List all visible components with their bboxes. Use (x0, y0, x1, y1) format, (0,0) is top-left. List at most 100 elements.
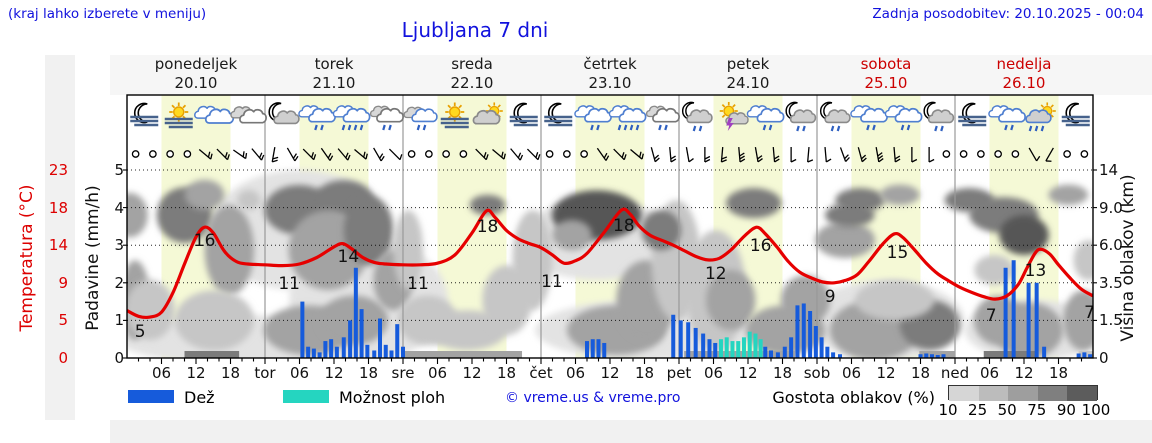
clouds-rain-icon (884, 105, 923, 131)
shower-bar (741, 337, 746, 358)
scale-label-10: 10 (938, 401, 958, 419)
day-header-četrtek: četrtek 23.10 (583, 55, 637, 92)
precip-tick-2: 2 (114, 273, 124, 292)
cloud-tick-6.0: 6.0 (1099, 236, 1123, 255)
rain-bar (341, 337, 346, 358)
day-abbrev-label: tor (254, 364, 276, 382)
last-update: Zadnja posodobitev: 20.10.2025 - 00:04 (872, 6, 1144, 22)
rain-bar (389, 350, 394, 358)
rain-bar (789, 337, 794, 358)
scale-seg-3 (1037, 386, 1068, 401)
rain-bar (935, 354, 940, 358)
cloud-blob (512, 210, 553, 311)
hour-label: 18 (773, 364, 792, 382)
rain-bar (372, 350, 377, 358)
rain-bar (378, 318, 382, 358)
wind-barb-icon (302, 148, 317, 161)
calm-wind-icon (580, 150, 588, 158)
cloud-blob (854, 280, 935, 321)
rain-bar (317, 352, 322, 358)
rain-bar (590, 339, 595, 358)
copyright-link[interactable]: © vreme.us & vreme.pro (505, 390, 681, 406)
wind-barb-icon (251, 148, 265, 161)
cloud-blob (1048, 184, 1089, 205)
day-header-band (110, 55, 1152, 95)
precip-tick-3: 3 (114, 236, 124, 255)
wind-barb-icon (510, 148, 524, 161)
rain-bar (1026, 282, 1031, 358)
cloud-blob (393, 210, 424, 290)
temp-tick-9: 9 (58, 273, 68, 292)
calm-wind-icon (994, 150, 1002, 158)
rain-bar (401, 346, 405, 358)
cloud-blob (237, 189, 261, 211)
scale-label-90: 90 (1056, 401, 1076, 419)
rain-bar (311, 348, 316, 358)
wind-row (131, 146, 1089, 163)
rain-bar (924, 353, 929, 358)
cloud-density-label: Gostota oblakov (%) (772, 388, 935, 407)
day-abbrev-label: čet (529, 364, 552, 382)
wind-barb-icon (669, 146, 677, 163)
day-header-sreda: sreda 22.10 (450, 55, 494, 92)
location-menu-hint[interactable]: (kraj lahko izberete v meniju) (8, 6, 207, 22)
cloud-tick-0: 0 (1099, 349, 1109, 367)
temp-value-label: 18 (613, 216, 635, 236)
cloud-tick-9.0: 9.0 (1099, 198, 1123, 217)
temp-value-label: 11 (541, 272, 563, 292)
cloud-blob (127, 192, 148, 238)
cloud-blob (204, 204, 255, 296)
rain-legend-swatch (128, 390, 174, 403)
wind-barb-icon (839, 147, 850, 162)
rain-bar (365, 344, 370, 358)
wind-barb-icon (216, 148, 230, 161)
scale-seg-4 (1067, 386, 1097, 401)
cloud-blob (974, 254, 1014, 286)
calm-wind-icon (1011, 150, 1020, 158)
rain-bar (701, 333, 706, 358)
clouds-rain-heavy-icon (332, 105, 371, 131)
calm-wind-icon (942, 150, 951, 158)
wind-barb-icon (373, 147, 385, 162)
rain-bar (596, 339, 601, 358)
rain-bar (1076, 353, 1081, 358)
cloud-blob (319, 295, 389, 346)
calm-wind-icon (407, 150, 416, 158)
rain-bar (323, 341, 328, 358)
wind-barb-icon (337, 148, 351, 161)
wind-barb-icon (233, 149, 248, 160)
day-header-sobota: sobota 25.10 (860, 55, 912, 92)
hour-label: 12 (462, 364, 481, 382)
cloud-tick-14: 14 (1099, 161, 1119, 179)
moon-fog-icon (958, 102, 987, 127)
hour-label: 06 (842, 364, 861, 382)
temp-value-label: 13 (1025, 261, 1047, 281)
cloud-ground-strip (919, 351, 955, 358)
wind-barb-icon (772, 146, 780, 163)
hour-label: 12 (186, 364, 205, 382)
hour-label: 18 (635, 364, 654, 382)
rain-bar (1088, 354, 1093, 358)
temp-value-label: 18 (477, 217, 499, 237)
day-abbrev-label: ned (941, 364, 969, 382)
wind-barb-icon (893, 146, 901, 163)
hour-label: 12 (1014, 364, 1033, 382)
cloud-blob (973, 295, 1024, 346)
rain-bar (671, 314, 676, 358)
wind-barb-icon (720, 146, 728, 163)
wind-barb-icon (875, 146, 884, 163)
calm-wind-icon (149, 150, 157, 158)
temp-value-label: 16 (750, 236, 772, 256)
rain-legend-label: Dež (184, 388, 215, 407)
rain-bar (359, 309, 364, 358)
wind-barb-icon (320, 147, 334, 161)
wind-barb-icon (928, 147, 935, 163)
calm-wind-icon (425, 150, 433, 158)
showers-legend-label: Možnost ploh (339, 388, 446, 407)
temp-tick-14: 14 (48, 236, 68, 255)
rain-bar (775, 352, 780, 358)
hour-label: 12 (600, 364, 619, 382)
scale-seg-2 (1008, 386, 1038, 401)
